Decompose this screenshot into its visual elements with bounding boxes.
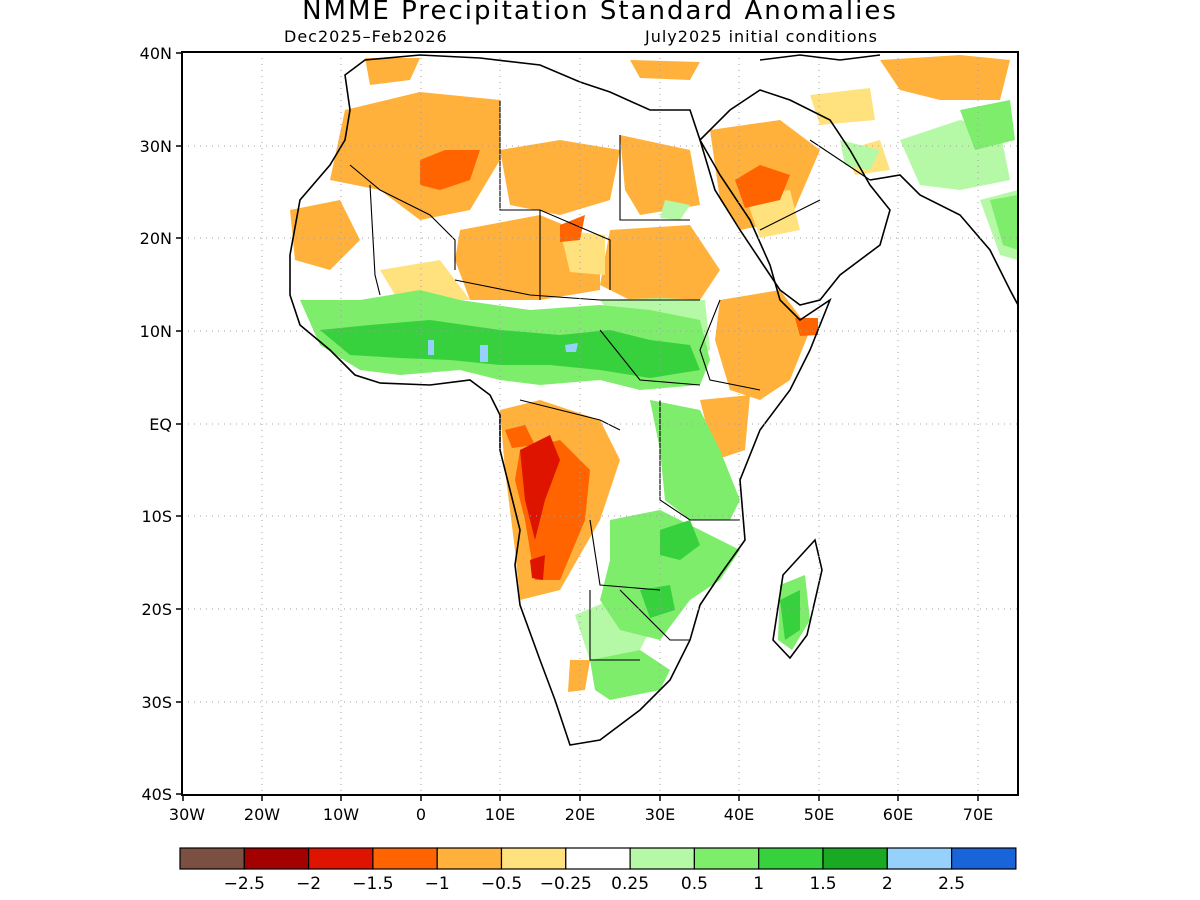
colorbar-swatch [822,847,888,870]
colorbar-label: 0.25 [611,874,649,894]
lon-label: 30E [645,805,675,824]
lon-label: 10W [323,805,359,824]
colorbar-swatch [886,847,953,870]
colorbar-swatch [629,847,695,870]
colorbar-swatch [758,847,824,870]
colorbar-label: −1.5 [352,874,393,894]
lon-label: 20W [244,805,280,824]
lon-label: 10E [485,805,515,824]
colorbar-swatch [693,847,760,870]
lat-label: 20S [141,600,172,619]
map-title: NMME Precipitation Standard Anomalies [302,0,898,26]
colorbar-swatch [372,847,438,870]
lon-label: 20E [565,805,595,824]
lat-label: 10N [140,322,172,341]
graticule [182,52,1018,795]
colorbar-label: −1 [425,874,450,894]
colorbar-swatch [243,847,310,870]
colorbar-swatch [179,847,245,870]
longitude-labels: 30W 20W 10W 0 10E 20E 30E 40E 50E 60E 70… [169,805,993,824]
colorbar-label: 1.5 [809,874,836,894]
lat-label: 10S [141,507,172,526]
lat-label: 40S [141,785,172,804]
colorbar-label: −0.5 [481,874,522,894]
lon-label: 70E [963,805,993,824]
forecast-period: Dec2025–Feb2026 [284,27,448,46]
colorbar: −2.5 −2 −1.5 −1 −0.5 −0.25 0.25 0.5 1 1.5 2 2.5 [179,847,1017,894]
colorbar-label: −2 [296,874,321,894]
lat-label: 40N [140,44,172,63]
colorbar-swatch [500,847,567,870]
lon-label: 0 [416,805,426,824]
lat-label: 20N [140,229,172,248]
lat-label: 30N [140,137,172,156]
colorbar-swatch [565,847,631,870]
initial-conditions-label: July2025 initial conditions [645,27,878,46]
colorbar-swatch [950,847,1017,870]
lat-label: 30S [141,693,172,712]
dry-anomaly-weak [380,88,890,300]
wet-anomaly-strong [320,320,800,640]
colorbar-label: 0.5 [681,874,708,894]
anomaly-field [289,52,1018,746]
lon-label: 40E [724,805,754,824]
country-borders [349,100,871,661]
dry-anomaly-severe [520,435,560,580]
africa-landmass [290,52,1018,745]
axis-ticks [176,52,979,801]
lon-label: 50E [804,805,834,824]
lon-label: 60E [883,805,913,824]
colorbar-label: −0.25 [540,874,592,894]
wet-anomaly-very-strong [428,340,578,362]
colorbar-label: 2 [882,874,893,894]
colorbar-swatch [308,847,374,870]
lat-label: EQ [149,415,172,434]
latitude-labels: 40N 30N 20N 10N EQ 10S 20S 30S 40S [140,44,172,804]
colorbar-label: −2.5 [224,874,265,894]
colorbar-swatch [436,847,503,870]
coastlines [289,54,1018,746]
colorbar-label: 1 [753,874,764,894]
lon-label: 30W [169,805,205,824]
colorbar-label: 2.5 [938,874,965,894]
